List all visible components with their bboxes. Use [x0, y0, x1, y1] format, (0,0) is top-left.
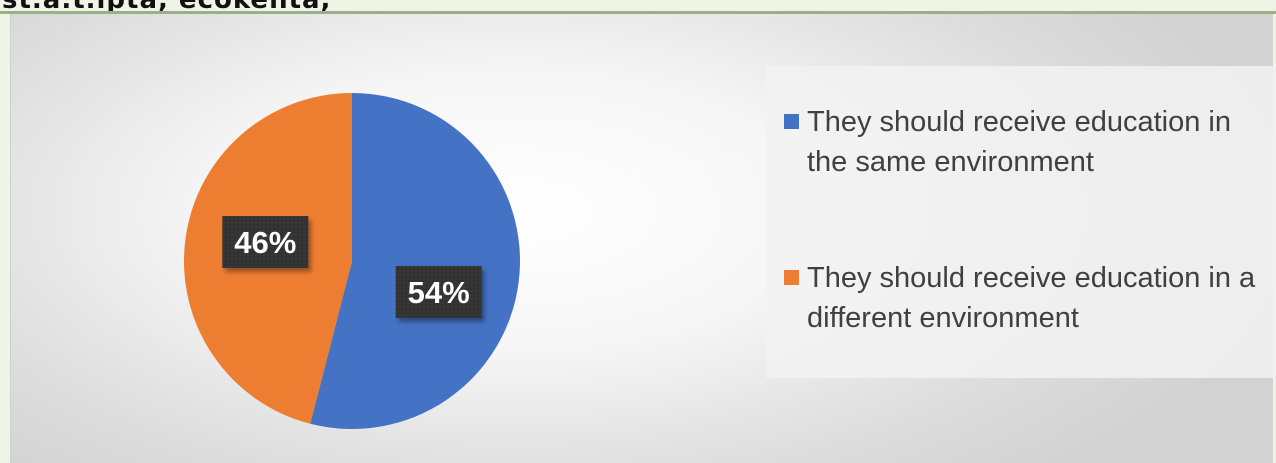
data-label-different-environment: 46% — [222, 216, 309, 269]
legend-label: They should receive education in a diffe… — [807, 262, 1256, 334]
legend-swatch-blue — [784, 114, 799, 129]
legend-label: They should receive education in the sam… — [807, 106, 1231, 178]
chart-area: 54% 46% They should receive education in … — [10, 14, 1275, 463]
legend-item-different-environment: They should receive education in a diffe… — [784, 258, 1267, 338]
data-label-same-environment: 54% — [395, 265, 482, 318]
legend-item-same-environment: They should receive education in the sam… — [784, 102, 1267, 182]
data-label-text: 46% — [234, 225, 296, 260]
legend: They should receive education in the sam… — [766, 66, 1275, 378]
pie-chart: 54% 46% — [183, 93, 520, 429]
title-underline — [0, 11, 1276, 14]
data-label-text: 54% — [408, 275, 470, 310]
data-label-box — [222, 216, 309, 269]
data-label-box — [395, 265, 482, 318]
top-strip: st.a.t.ipta, ecokenta, — [0, 0, 1276, 14]
slice-same-environment — [310, 93, 520, 429]
legend-swatch-orange — [784, 270, 799, 285]
slide-title-fragment: st.a.t.ipta, ecokenta, — [2, 0, 331, 14]
